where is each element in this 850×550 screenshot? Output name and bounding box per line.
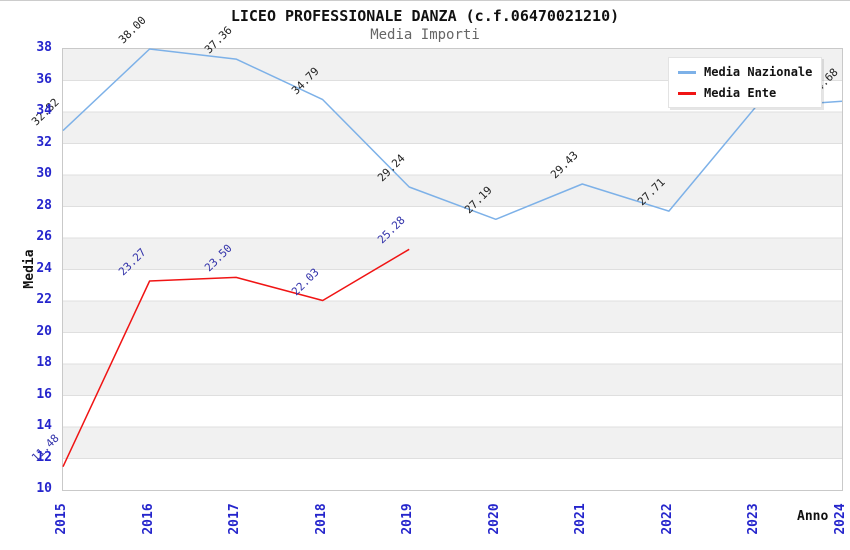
- y-axis-tick: 38: [36, 40, 52, 55]
- point-label: 34.79: [288, 64, 322, 97]
- y-axis-tick: 24: [36, 260, 52, 276]
- y-axis-tick: 16: [36, 386, 52, 402]
- series-lines-svg: [62, 48, 843, 468]
- point-label: 29.43: [548, 148, 582, 182]
- x-axis-tick: 2023: [746, 503, 762, 535]
- legend-item-label: Media Nazionale: [704, 65, 813, 79]
- point-label: 29.24: [375, 151, 408, 185]
- point-label: 22.03: [288, 265, 322, 298]
- legend: Media Nazionale Media Ente: [668, 57, 823, 108]
- x-axis-tick: 2015: [54, 503, 69, 535]
- chart-title: LICEO PROFESSIONALE DANZA (c.f.064700212…: [230, 7, 620, 25]
- y-axis-tick: 22: [36, 292, 52, 307]
- y-axis-tick: 30: [36, 166, 52, 181]
- x-axis-tick: 2016: [140, 503, 156, 535]
- point-label: 23.27: [115, 245, 149, 279]
- point-label: 27.71: [634, 175, 668, 209]
- y-axis-tick: 32: [36, 134, 52, 150]
- series-line-0: [62, 48, 843, 221]
- point-label: 25.28: [375, 214, 408, 247]
- legend-item: Media Nazionale: [678, 65, 812, 79]
- x-axis-title: Anno: [797, 509, 829, 524]
- x-axis-tick: 2021: [573, 503, 589, 535]
- y-axis-tick: 14: [36, 418, 52, 433]
- point-label: 27.19: [461, 183, 495, 217]
- y-axis-tick: 20: [36, 323, 52, 339]
- y-axis-tick: 26: [36, 229, 52, 244]
- point-label: 23.50: [202, 242, 235, 275]
- x-axis-tick: 2019: [400, 503, 416, 535]
- legend-item-label: Media Ente: [704, 86, 777, 100]
- y-axis-tick: 12: [36, 449, 52, 465]
- legend-line-swatch-icon: [678, 70, 696, 74]
- series-line-1: [62, 248, 410, 468]
- x-axis-tick: 2017: [227, 503, 243, 535]
- x-axis-tick: 2018: [313, 503, 329, 535]
- y-axis-tick: 36: [36, 71, 52, 87]
- legend-line-swatch-icon: [678, 91, 696, 95]
- point-labels-layer: 32.82 38.00 37.36 34.79 29.24 27.19 29.43 27.71…: [29, 14, 842, 490]
- y-axis-tick: 34: [36, 103, 52, 118]
- y-axis-tick: 10: [36, 481, 52, 496]
- y-axis-tick: 28: [36, 197, 52, 213]
- x-axis-tick: 2022: [659, 503, 675, 535]
- y-axis-tick: 18: [36, 355, 52, 370]
- legend-item: Media Ente: [678, 86, 812, 100]
- x-axis-tick: 2020: [486, 503, 502, 535]
- chart-subtitle: Media Importi: [370, 27, 480, 43]
- plot-area: 32.82 38.00 37.36 34.79 29.24 27.19 29.43 27.71…: [29, 14, 843, 491]
- y-axis-title: Media: [22, 249, 37, 289]
